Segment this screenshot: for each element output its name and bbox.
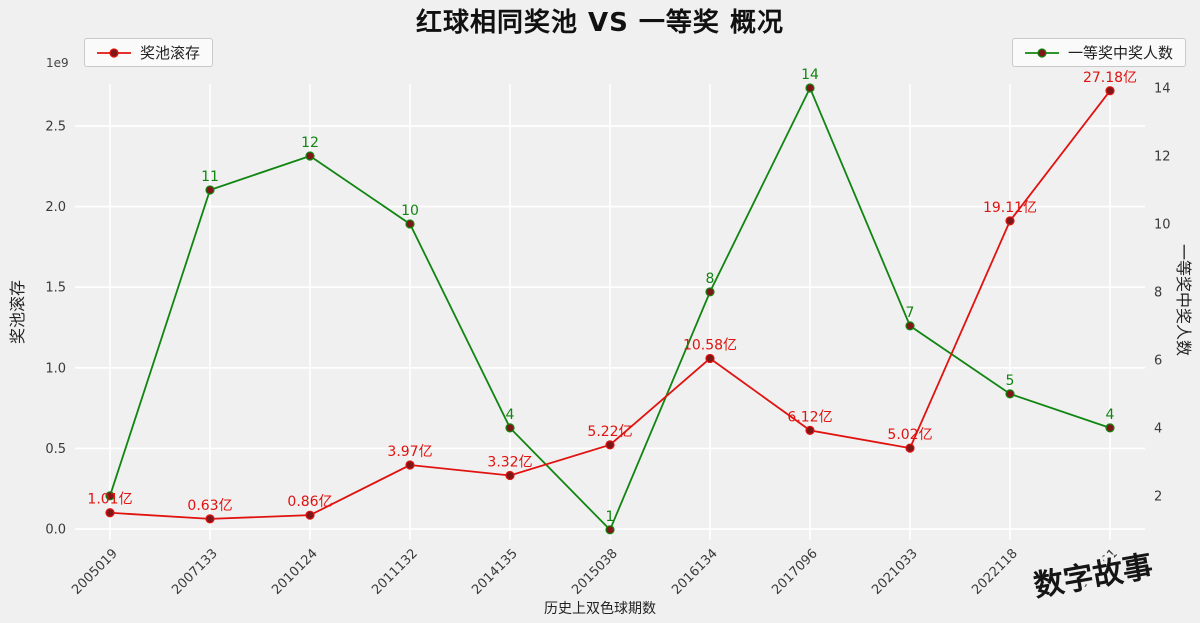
pool-value-label: 5.02亿 bbox=[887, 427, 932, 443]
legend-marker-sample bbox=[109, 47, 119, 58]
pool-value-label: 10.58亿 bbox=[683, 337, 737, 353]
winners-data-point-marker bbox=[205, 185, 215, 195]
pool-value-label: 6.12亿 bbox=[787, 409, 832, 425]
pool-value-label: 19.11亿 bbox=[983, 200, 1037, 216]
right-axis-tick-label: 14 bbox=[1154, 82, 1171, 97]
legend-winners-swatch-icon bbox=[1024, 47, 1059, 58]
winners-data-point-marker bbox=[705, 287, 715, 297]
winners-data-point-marker bbox=[505, 423, 515, 433]
axis-offset-label: 1e9 bbox=[46, 56, 69, 70]
winners-data-point-marker bbox=[1105, 423, 1115, 433]
x-axis-tick-label: 2015038 bbox=[569, 546, 621, 598]
pool-data-point-marker bbox=[305, 510, 315, 520]
winners-data-point-marker bbox=[105, 491, 115, 501]
right-axis-tick-label: 2 bbox=[1154, 489, 1162, 504]
pool-data-point-marker bbox=[905, 443, 915, 453]
x-axis-tick-label: 2010124 bbox=[269, 546, 321, 598]
left-axis-tick-label: 0.0 bbox=[45, 523, 66, 538]
pool-value-label: 0.86亿 bbox=[287, 494, 332, 510]
pool-value-label: 3.32亿 bbox=[487, 455, 532, 471]
left-axis-tick-label: 1.5 bbox=[45, 281, 66, 296]
x-axis-tick-label: 2016134 bbox=[669, 546, 721, 598]
winners-data-point-marker bbox=[305, 151, 315, 161]
winners-data-point-marker bbox=[805, 83, 815, 93]
pool-data-point-marker bbox=[805, 425, 815, 435]
pool-data-point-marker bbox=[105, 508, 115, 518]
pool-data-point-marker bbox=[1005, 216, 1015, 226]
left-axis-tick-label: 2.0 bbox=[45, 200, 66, 215]
pool-data-point-marker bbox=[1105, 86, 1115, 96]
pool-value-label: 5.22亿 bbox=[587, 424, 632, 440]
winners-value-label: 10 bbox=[401, 203, 419, 219]
pool-data-point-marker bbox=[205, 514, 215, 524]
winners-data-point-marker bbox=[905, 321, 915, 331]
winners-value-label: 12 bbox=[301, 135, 319, 151]
legend-winners-label: 一等奖中奖人数 bbox=[1067, 44, 1173, 62]
x-axis-tick-label: 2017096 bbox=[769, 546, 821, 598]
winners-data-point-marker bbox=[1005, 389, 1015, 399]
winners-value-label: 4 bbox=[1106, 407, 1115, 423]
legend-pool: 奖池滚存 bbox=[84, 38, 214, 67]
winners-value-label: 5 bbox=[1006, 373, 1015, 389]
left-axis-tick-label: 1.0 bbox=[45, 361, 66, 376]
winners-value-label: 11 bbox=[201, 169, 219, 185]
gridlines bbox=[75, 84, 1145, 540]
right-axis-tick-label: 12 bbox=[1154, 149, 1171, 164]
left-axis-tick-label: 2.5 bbox=[45, 119, 66, 134]
winners-value-label: 14 bbox=[801, 67, 819, 83]
x-axis-tick-label: 2014135 bbox=[469, 546, 521, 598]
chart-title: 红球相同奖池 VS 一等奖 概况 bbox=[415, 8, 784, 38]
pool-data-point-marker bbox=[505, 470, 515, 481]
right-axis-tick-label: 10 bbox=[1154, 217, 1171, 232]
x-axis-tick-label: 2022118 bbox=[969, 546, 1021, 598]
x-axis-tick-label: 2007133 bbox=[169, 546, 221, 598]
pool-value-label: 3.97亿 bbox=[387, 444, 432, 460]
x-axis-tick-label: 2021033 bbox=[869, 546, 921, 598]
winners-value-label: 1 bbox=[606, 509, 615, 525]
x-axis-title: 历史上双色球期数 bbox=[544, 601, 656, 617]
pool-value-label: 0.63亿 bbox=[187, 498, 232, 514]
right-axis-tick-label: 8 bbox=[1154, 285, 1162, 300]
pool-data-point-marker bbox=[705, 353, 715, 364]
pool-data-point-marker bbox=[405, 460, 415, 470]
right-axis-tick-label: 6 bbox=[1154, 353, 1162, 368]
legend-winners: 一等奖中奖人数 bbox=[1011, 38, 1186, 67]
winners-data-point-marker bbox=[605, 525, 615, 535]
pool-data-point-marker bbox=[605, 440, 615, 450]
left-axis-tick-label: 0.5 bbox=[45, 442, 66, 457]
winners-value-label: 4 bbox=[506, 407, 515, 423]
winners-value-label: 7 bbox=[906, 305, 915, 321]
winners-value-label: 8 bbox=[706, 271, 715, 287]
pool-value-label: 1.01亿 bbox=[87, 492, 132, 508]
legend-marker-sample bbox=[1037, 47, 1047, 58]
winners-data-point-marker bbox=[405, 219, 415, 229]
legend-pool-swatch-icon bbox=[97, 47, 131, 58]
watermark-text: 数字故事 bbox=[1031, 549, 1155, 604]
x-axis-tick-label: 2005019 bbox=[69, 546, 121, 598]
x-axis-tick-label: 2011132 bbox=[369, 546, 421, 598]
pool-value-label: 27.18亿 bbox=[1083, 70, 1137, 86]
right-axis-tick-label: 4 bbox=[1154, 421, 1162, 436]
legend-pool-label: 奖池滚存 bbox=[140, 44, 201, 62]
